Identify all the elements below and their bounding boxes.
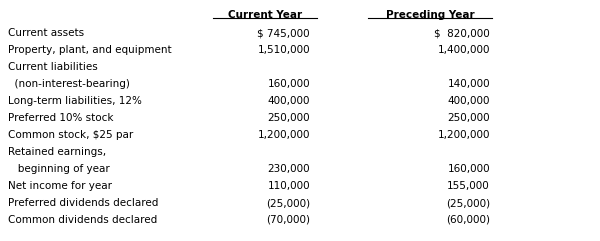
Text: Current liabilities: Current liabilities <box>8 62 98 72</box>
Text: 250,000: 250,000 <box>448 113 490 123</box>
Text: Retained earnings,: Retained earnings, <box>8 147 106 157</box>
Text: 110,000: 110,000 <box>268 181 310 191</box>
Text: Preferred dividends declared: Preferred dividends declared <box>8 198 158 208</box>
Text: Current Year: Current Year <box>228 10 302 20</box>
Text: (25,000): (25,000) <box>266 198 310 208</box>
Text: $  820,000: $ 820,000 <box>434 28 490 38</box>
Text: 1,510,000: 1,510,000 <box>257 45 310 55</box>
Text: Current assets: Current assets <box>8 28 84 38</box>
Text: beginning of year: beginning of year <box>8 164 110 174</box>
Text: 160,000: 160,000 <box>268 79 310 89</box>
Text: (non-interest-bearing): (non-interest-bearing) <box>8 79 130 89</box>
Text: 1,200,000: 1,200,000 <box>437 130 490 140</box>
Text: (70,000): (70,000) <box>266 215 310 225</box>
Text: 250,000: 250,000 <box>268 113 310 123</box>
Text: 1,200,000: 1,200,000 <box>257 130 310 140</box>
Text: Preferred 10% stock: Preferred 10% stock <box>8 113 113 123</box>
Text: 400,000: 400,000 <box>448 96 490 106</box>
Text: Net income for year: Net income for year <box>8 181 112 191</box>
Text: $ 745,000: $ 745,000 <box>257 28 310 38</box>
Text: 230,000: 230,000 <box>268 164 310 174</box>
Text: Property, plant, and equipment: Property, plant, and equipment <box>8 45 172 55</box>
Text: 155,000: 155,000 <box>447 181 490 191</box>
Text: 140,000: 140,000 <box>448 79 490 89</box>
Text: 1,400,000: 1,400,000 <box>437 45 490 55</box>
Text: (60,000): (60,000) <box>446 215 490 225</box>
Text: 400,000: 400,000 <box>268 96 310 106</box>
Text: (25,000): (25,000) <box>446 198 490 208</box>
Text: Preceding Year: Preceding Year <box>386 10 475 20</box>
Text: 160,000: 160,000 <box>448 164 490 174</box>
Text: Common stock, $25 par: Common stock, $25 par <box>8 130 133 140</box>
Text: Long-term liabilities, 12%: Long-term liabilities, 12% <box>8 96 142 106</box>
Text: Common dividends declared: Common dividends declared <box>8 215 157 225</box>
